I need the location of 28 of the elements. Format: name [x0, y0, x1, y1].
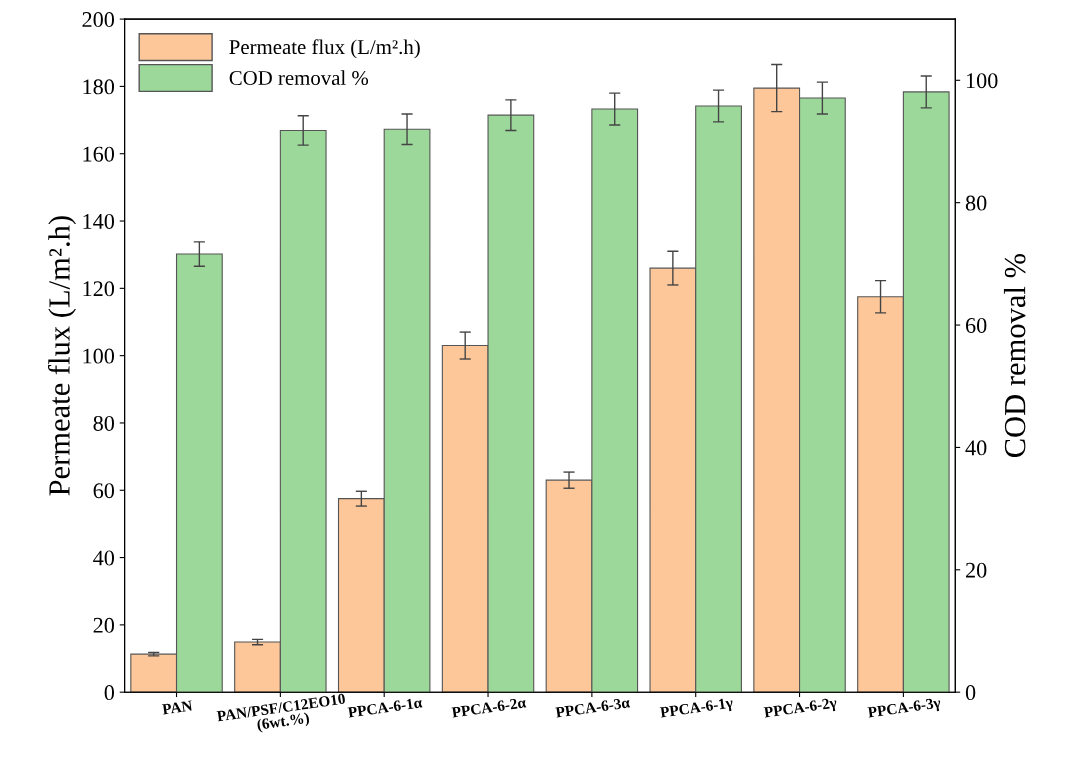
y2-tick-label: 40: [965, 440, 987, 456]
y2-tick-label: 20: [966, 562, 987, 578]
x-tick-label: PPCA-6-3γ: [867, 697, 942, 721]
y2-tick-label: 100: [966, 73, 998, 89]
x-tick-label: PPCA-6-1α: [347, 697, 423, 718]
legend-label: Permeate flux (L/m².h): [229, 39, 420, 59]
y-tick-label: 140: [83, 213, 115, 229]
y-tick-label: 100: [83, 348, 115, 364]
y-tick-label: 160: [83, 146, 115, 162]
x-tick-label: PPCA-6-2α: [451, 697, 527, 718]
x-tick-label: PPCA-6-2γ: [763, 697, 838, 721]
y-tick-label: 120: [83, 281, 115, 297]
y2-tick-label: 80: [965, 195, 987, 211]
y-tick-label: 0: [104, 685, 115, 701]
y-axis-title: Permeate flux (L/m².h): [47, 216, 76, 496]
x-tick-label: PAN: [161, 700, 193, 715]
x-tick-label: PPCA-6-3α: [555, 697, 631, 718]
legend-label: COD removal %: [229, 70, 369, 86]
y-tick-label: 60: [93, 483, 115, 499]
y-tick-label: 180: [83, 79, 115, 95]
y-tick-label: 80: [93, 415, 115, 431]
y2-axis-title: COD removal %: [1003, 254, 1026, 458]
y-tick-label: 200: [82, 12, 115, 28]
y2-tick-label: 60: [965, 317, 987, 333]
y-tick-label: 40: [93, 550, 115, 566]
y2-tick-label: 0: [965, 685, 976, 701]
x-tick-label: PPCA-6-1γ: [659, 697, 734, 721]
y-tick-label: 20: [93, 617, 115, 633]
